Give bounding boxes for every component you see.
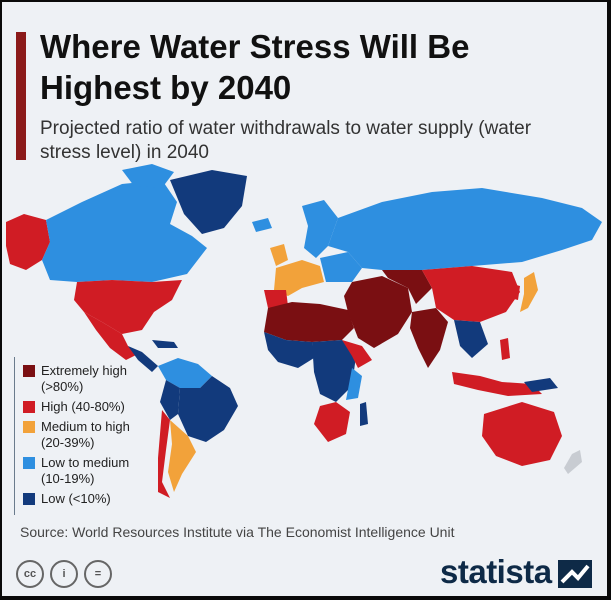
region-central-africa bbox=[312, 340, 356, 402]
region-east-africa bbox=[346, 368, 362, 400]
page-title: Where Water Stress Will Be Highest by 20… bbox=[40, 28, 470, 106]
region-greenland bbox=[170, 170, 247, 234]
region-southeast-asia bbox=[454, 320, 488, 358]
creative-commons-icon[interactable]: cc bbox=[16, 560, 44, 588]
legend-item: Medium to high (20-39%) bbox=[23, 419, 175, 451]
region-usa bbox=[74, 280, 182, 334]
region-argentina bbox=[168, 420, 196, 492]
legend-item: High (40-80%) bbox=[23, 399, 175, 415]
region-australia bbox=[482, 402, 562, 466]
no-derivatives-icon[interactable]: = bbox=[84, 560, 112, 588]
legend-swatch bbox=[23, 457, 35, 469]
region-eastern-europe bbox=[320, 252, 362, 282]
title-accent-bar bbox=[16, 32, 26, 160]
page-subtitle: Projected ratio of water withdrawals to … bbox=[40, 118, 532, 163]
region-canada bbox=[42, 180, 207, 282]
region-west-africa bbox=[264, 332, 314, 368]
legend-label: High (40-80%) bbox=[41, 399, 125, 414]
region-korea bbox=[510, 284, 520, 300]
region-madagascar bbox=[360, 402, 368, 426]
legend-item: Extremely high (>80%) bbox=[23, 363, 175, 395]
statista-logo-icon[interactable] bbox=[558, 560, 592, 588]
attribution-icon[interactable]: i bbox=[50, 560, 78, 588]
region-iberia bbox=[264, 290, 288, 308]
region-south-america-north bbox=[158, 358, 212, 388]
region-horn-of-africa bbox=[342, 340, 372, 368]
brand-wordmark[interactable]: statista bbox=[440, 553, 552, 590]
region-indonesia bbox=[452, 372, 542, 396]
region-scandinavia bbox=[302, 200, 338, 258]
region-papua bbox=[524, 378, 558, 392]
legend-label: Low to medium bbox=[41, 455, 130, 470]
region-iceland bbox=[252, 218, 272, 232]
region-chile bbox=[158, 410, 170, 498]
legend-swatch bbox=[23, 493, 35, 505]
region-uk bbox=[270, 244, 288, 266]
legend: Extremely high (>80%) High (40-80%) Medi… bbox=[14, 357, 175, 515]
world-map bbox=[6, 164, 602, 498]
legend-item: Low to medium (10-19%) bbox=[23, 455, 175, 487]
legend-swatch bbox=[23, 401, 35, 413]
region-mexico bbox=[84, 312, 138, 360]
region-philippines bbox=[500, 338, 510, 360]
region-southern-africa bbox=[314, 402, 350, 442]
region-alaska bbox=[6, 214, 50, 270]
legend-range: (>80%) bbox=[41, 379, 84, 394]
legend-range: (20-39%) bbox=[41, 435, 95, 450]
license-icons: cc i = bbox=[16, 560, 112, 588]
region-new-zealand bbox=[564, 450, 582, 474]
region-arctic-islands bbox=[122, 164, 174, 188]
region-russia bbox=[328, 188, 602, 270]
region-north-africa bbox=[264, 302, 354, 342]
legend-range: (10-19%) bbox=[41, 471, 95, 486]
region-india bbox=[410, 308, 448, 368]
region-peru-bolivia bbox=[160, 380, 180, 420]
region-central-america bbox=[128, 346, 158, 372]
source-note: Source: World Resources Institute via Th… bbox=[20, 524, 455, 540]
region-western-europe bbox=[274, 260, 324, 296]
legend-label: Extremely high bbox=[41, 363, 127, 378]
region-caribbean bbox=[152, 340, 178, 348]
legend-swatch bbox=[23, 365, 35, 377]
region-china bbox=[422, 266, 520, 322]
legend-swatch bbox=[23, 421, 35, 433]
region-japan bbox=[520, 272, 538, 312]
region-middle-east bbox=[344, 276, 412, 348]
legend-label: Low (<10%) bbox=[41, 491, 111, 506]
legend-item: Low (<10%) bbox=[23, 491, 175, 507]
region-mongolia bbox=[442, 268, 488, 284]
region-brazil bbox=[178, 376, 238, 442]
region-central-asia bbox=[382, 270, 432, 304]
legend-label: Medium to high bbox=[41, 419, 130, 434]
